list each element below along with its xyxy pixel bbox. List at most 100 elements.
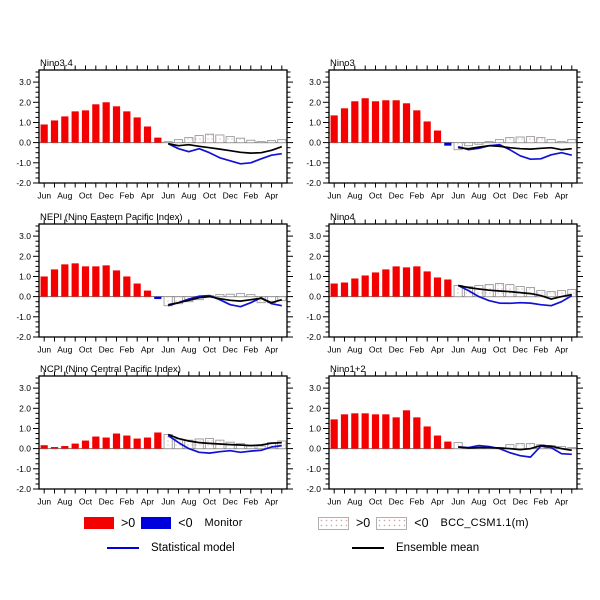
observed-bar [402,267,411,297]
observed-bars [330,266,452,297]
ytick-label: 0.0 [309,444,321,454]
observed-bar [154,432,162,449]
forecast-bar [485,141,494,143]
panel-title: Nino3.4 [40,58,73,69]
ytick-labels: 3.0 2.0 1.0 0.0 -1.0 -2.0 [16,231,31,342]
ytick-label: -2.0 [306,332,321,342]
observed-bar [340,108,349,143]
month-label: Feb [243,191,258,201]
month-label: Jun [161,497,175,507]
forecast-bar [526,136,535,143]
panel-title: NCPI (Nino Central Pacific Index) [40,364,181,375]
month-label: Jun [451,497,465,507]
forecast-bar [236,443,245,449]
panel-title: NEPI (Nino Eastern Pacific Index) [40,212,183,223]
ytick-label: -1.0 [306,312,321,322]
forecast-bar [495,283,504,297]
ytick-label: 0.0 [309,292,321,302]
forecast-bar [567,139,576,143]
observed-bar [61,264,69,297]
observed-bar [112,433,121,449]
month-label: Jun [37,497,51,507]
month-label: Oct [493,497,507,507]
month-label: Aug [181,345,196,355]
forecast-bars [163,133,287,144]
month-label: Oct [79,497,93,507]
month-labels: Jun Aug Oct Dec Feb Apr Jun Aug Oct Dec Feb Apr [327,191,568,201]
forecast-bar [226,136,235,143]
forecast-bar [495,139,504,143]
observed-bar [340,282,349,297]
month-label: Jun [37,345,51,355]
plot-frame [38,375,288,490]
forecast-bar [246,294,255,297]
forecast-bar [226,294,235,297]
month-label: Jun [327,497,341,507]
month-label: Feb [409,191,424,201]
observed-bar [392,100,400,143]
observed-bar [81,266,90,297]
ytick-label: 0.0 [19,292,31,302]
ensemble-mean-line [168,142,283,154]
forecast-bar [567,447,576,449]
month-label: Oct [369,191,383,201]
ytick-label: -2.0 [16,332,31,342]
observed-bar [123,111,131,143]
month-label: Feb [409,497,424,507]
forecast-bar [246,140,255,143]
forecast-bar [557,290,566,297]
model-positive-swatch [318,516,349,530]
observed-bar [444,441,452,449]
month-label: Dec [223,191,239,201]
month-label: Dec [223,345,239,355]
forecast-bar [267,442,276,449]
forecast-bar [474,142,483,145]
model-negative-swatch [376,516,408,530]
forecast-bar [526,287,535,297]
ytick-labels: 3.0 2.0 1.0 0.0 -1.0 -2.0 [306,77,321,188]
ytick-label: -2.0 [306,484,321,494]
month-label: Oct [203,191,217,201]
month-label: Aug [471,345,486,355]
observed-bar [123,435,131,449]
observed-bar [361,275,369,297]
observed-bar [371,101,380,143]
month-label: Oct [203,497,217,507]
month-label: Oct [79,191,93,201]
ensemble-mean-line [458,144,572,151]
month-label: Apr [555,345,568,355]
ensemble-mean-line [458,444,572,452]
ytick-label: -1.0 [306,158,321,168]
observed-bar [433,277,442,297]
month-labels: Jun Aug Oct Dec Feb Apr Jun Aug Oct Dec Feb Apr [37,497,278,507]
month-label: Feb [533,345,548,355]
monitor-positive-swatch [84,517,114,529]
month-label: Jun [327,345,341,355]
forecast-bar [557,141,566,143]
observed-bar [50,447,59,449]
month-label: Jun [451,345,465,355]
observed-bars [40,263,162,300]
observed-bar [413,266,421,297]
month-label: Aug [57,345,72,355]
panel-nino3: 3.02.01.00.0-1.0-2.0 Jun Aug Oct Dec Feb Apr Ju… [306,58,583,201]
ytick-label: 0.0 [19,138,31,148]
forecast-bar [184,440,193,449]
month-label: Oct [369,345,383,355]
observed-bar [392,266,400,297]
observed-bar [402,103,411,143]
forecast-bar [454,442,463,449]
legend-ensemble-mean: Ensemble mean [352,542,479,554]
ytick-label: -1.0 [16,158,31,168]
month-label: Jun [327,191,341,201]
month-label: Apr [555,497,568,507]
observed-bar [413,110,421,143]
month-label: Feb [243,497,258,507]
month-label: Dec [99,345,115,355]
month-label: Jun [161,191,175,201]
monitor-positive-label: >0 [121,516,136,530]
month-label: Jun [451,191,465,201]
axis-ticks [323,219,583,342]
month-label: Oct [493,345,507,355]
